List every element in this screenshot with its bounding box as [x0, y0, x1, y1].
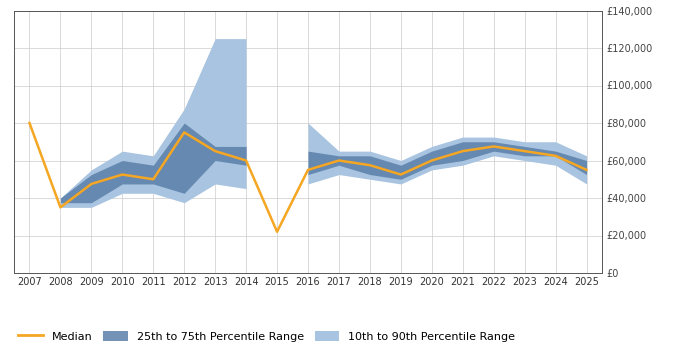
Legend: Median, 25th to 75th Percentile Range, 10th to 90th Percentile Range: Median, 25th to 75th Percentile Range, 1… [14, 327, 520, 346]
